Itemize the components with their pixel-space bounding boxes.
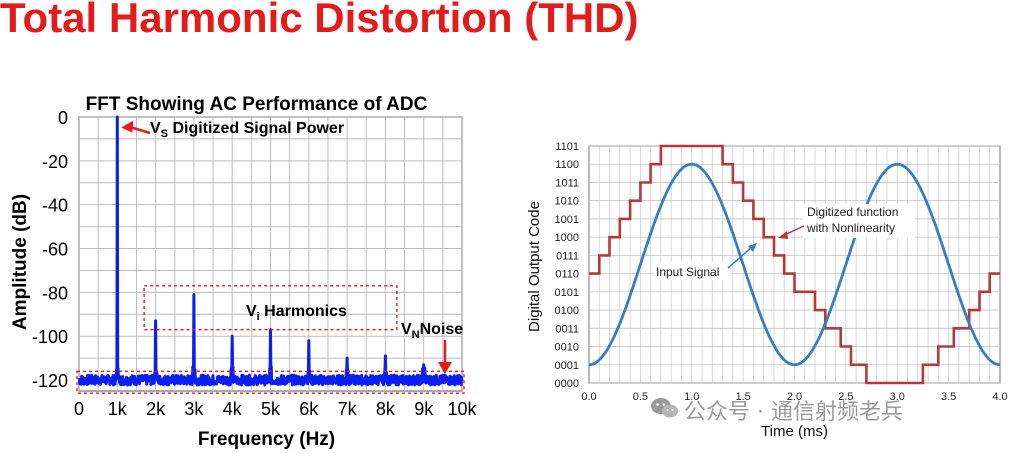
code-x-tick-label: 0.5	[633, 391, 648, 403]
fft-title: FFT Showing AC Performance of ADC	[86, 94, 428, 115]
code-y-tick-label: 0101	[555, 287, 579, 299]
code-annotations: Input Signal Digitized function with Nonli…	[654, 204, 915, 280]
harmonics-label: Vi Harmonics	[246, 303, 347, 323]
digitized-label-line1: Digitized function	[807, 205, 898, 219]
fft-x-tick-label: 3k	[184, 399, 204, 419]
watermark-text: 公众号 · 通信射频老兵	[684, 400, 903, 425]
code-x-tick-label: 3.0	[890, 391, 905, 403]
code-x-tick-label: 0.0	[581, 391, 596, 403]
fft-series-line	[77, 115, 464, 387]
digitized-label-line2: with Nonlinearity	[806, 221, 895, 235]
code-y-tick-label: 0111	[556, 250, 579, 262]
fft-y-tick-label: -40	[42, 196, 68, 216]
digitized-label-bg	[803, 204, 915, 238]
input-signal-line	[588, 162, 1001, 367]
fft-x-tick-label: 8k	[376, 399, 396, 419]
code-y-tick-label: 0110	[555, 269, 579, 281]
code-y-tick-label: 0000	[555, 378, 579, 390]
fft-x-tick-label: 7k	[338, 399, 358, 419]
code-x-tick-label: 2.5	[838, 391, 853, 403]
signal-arrowhead	[121, 120, 134, 133]
code-y-tick-label: 0100	[555, 305, 579, 317]
fft-y-tick-label: -120	[32, 371, 68, 391]
fft-x-axis-label: Frequency (Hz)	[198, 429, 335, 450]
code-x-tick-label: 4.0	[992, 391, 1007, 403]
fft-grid	[78, 116, 463, 392]
noise-floor-highlight-box	[76, 370, 465, 394]
input-signal-pointer-head	[748, 243, 757, 252]
code-x-tick-label: 1.5	[735, 391, 750, 403]
noise-label: VNNoise	[401, 321, 463, 341]
code-axis-labels: 0.0 0.5 1.0 1.5 2.0 2.5 3.0 3.5 4.0 0000 0001 0010 0…	[526, 141, 1008, 440]
fft-y-tick-label: -20	[42, 152, 68, 172]
fft-y-tick-label: 0	[58, 108, 68, 128]
code-y-tick-label: 1101	[555, 141, 579, 153]
code-y-tick-label: 0010	[555, 342, 579, 354]
fft-axis-labels: FFT Showing AC Performance of ADC 0 1k 2k 3k…	[10, 94, 478, 450]
code-y-tick-label: 1100	[555, 159, 579, 171]
fft-annotations: VS Digitized Signal Power Vi Harmonics VNN…	[76, 120, 465, 394]
fft-y-tick-label: -60	[42, 240, 68, 260]
code-y-tick-label: 1001	[555, 214, 579, 226]
code-x-tick-label: 1.0	[684, 391, 699, 403]
signal-power-label: VS Digitized Signal Power	[150, 120, 344, 140]
fft-y-tick-label: -80	[42, 283, 68, 303]
code-x-tick-label: 3.5	[941, 391, 956, 403]
input-signal-label-bg	[654, 262, 730, 280]
code-x-axis-label: Time (ms)	[761, 423, 828, 440]
wechat-icon	[651, 398, 678, 418]
noise-arrowhead	[438, 362, 452, 374]
fft-x-tick-label: 1k	[108, 399, 128, 419]
code-y-tick-label: 1000	[555, 232, 579, 244]
fft-x-tick-label: 10k	[447, 399, 477, 419]
fft-x-tick-label: 0	[74, 399, 84, 419]
fft-y-tick-label: -100	[32, 327, 68, 347]
code-y-tick-label: 1010	[555, 196, 579, 208]
fft-x-tick-label: 9k	[414, 399, 434, 419]
code-y-tick-label: 1011	[555, 177, 579, 189]
fft-x-tick-label: 5k	[261, 399, 281, 419]
code-y-tick-label: 0011	[555, 323, 579, 335]
fft-x-tick-label: 2k	[146, 399, 166, 419]
code-x-tick-label: 2.0	[787, 391, 802, 403]
digitized-step-line	[589, 144, 1000, 385]
code-y-axis-label: Digital Output Code	[526, 201, 543, 332]
harmonics-highlight-box	[143, 285, 398, 331]
code-y-tick-label: 0001	[555, 360, 579, 372]
fft-y-axis-label: Amplitude (dB)	[10, 194, 31, 330]
slide-title: Total Harmonic Distortion (THD)	[0, 0, 639, 41]
input-signal-pointer	[727, 246, 753, 269]
digitized-pointer-head	[778, 231, 788, 239]
fft-x-tick-label: 6k	[299, 399, 319, 419]
input-signal-label: Input Signal	[656, 265, 719, 279]
fft-x-tick-label: 4k	[223, 399, 243, 419]
